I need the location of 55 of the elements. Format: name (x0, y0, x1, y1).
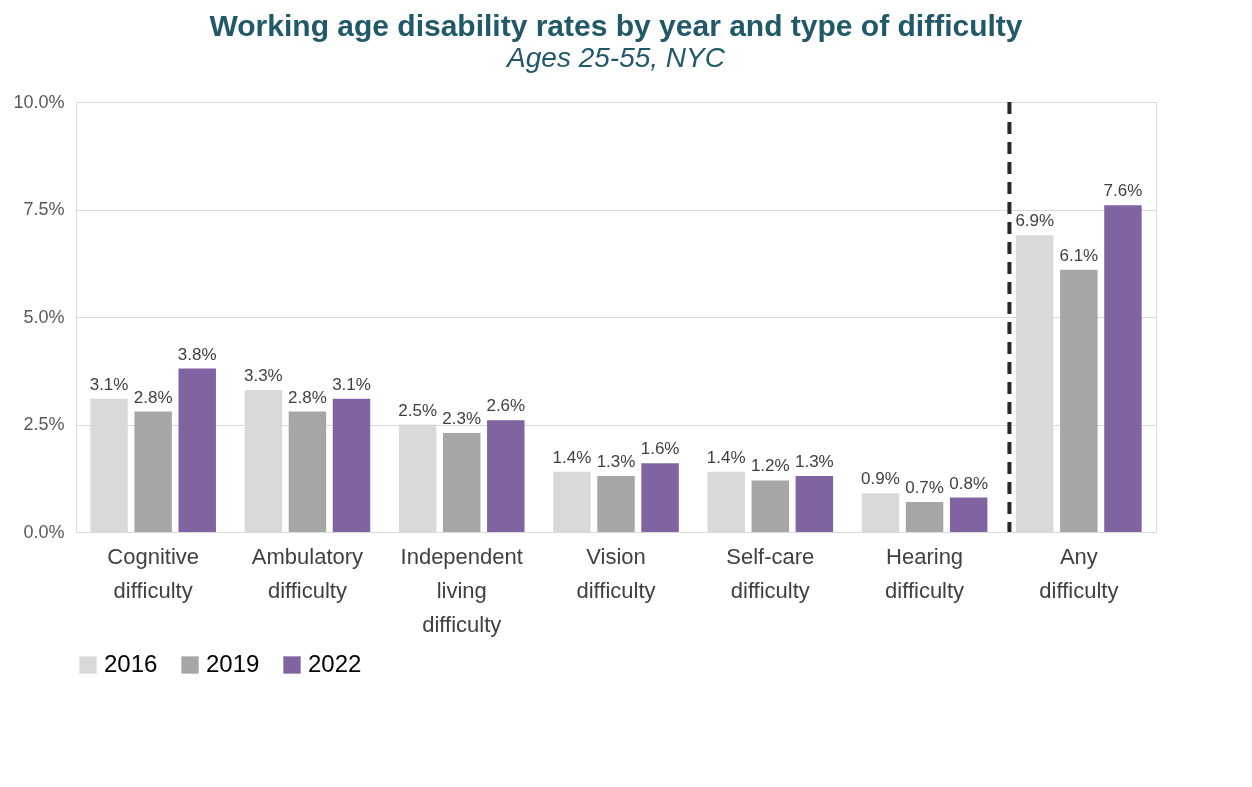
data-label: 1.3% (596, 452, 636, 472)
bar (442, 433, 481, 532)
y-tick-label: 7.5% (23, 199, 65, 219)
x-tick-label: Independent living difficulty (400, 543, 523, 637)
data-label: 7.6% (1103, 181, 1143, 201)
legend-label: 2019 (206, 650, 260, 677)
y-tick-label: 2.5% (23, 414, 65, 434)
y-tick-label: 5.0% (23, 306, 65, 327)
data-label: 1.4% (552, 447, 592, 467)
bar (134, 411, 172, 532)
chart-title: Working age disability rates by year and type of difficulty (209, 9, 1023, 42)
data-label: 2.8% (288, 387, 327, 407)
data-label: 6.9% (1015, 211, 1055, 231)
bar (795, 476, 834, 532)
data-label: 1.4% (706, 447, 746, 467)
legend-label: 2016 (104, 650, 158, 677)
x-tick-label: Self-care difficulty (726, 543, 815, 603)
bar (332, 398, 371, 532)
bar (1060, 269, 1098, 532)
bar (597, 476, 635, 532)
data-label: 1.6% (640, 439, 680, 459)
bar (861, 493, 900, 532)
x-tick-label: Vision difficulty (576, 543, 656, 603)
bar (178, 368, 216, 532)
data-label: 3.1% (89, 374, 129, 394)
bar (641, 463, 679, 532)
data-label: 2.3% (442, 409, 482, 429)
legend-label: 2022 (308, 650, 362, 677)
data-label: 1.2% (750, 456, 790, 476)
x-tick-label: Cognitive difficulty (107, 543, 199, 603)
y-tick-label: 10.0% (13, 91, 65, 112)
data-label: 3.1% (332, 374, 371, 394)
bar (1104, 205, 1142, 532)
x-tick-label: Any difficulty (1039, 543, 1119, 603)
bar (553, 471, 591, 532)
bar (288, 411, 327, 532)
data-label: 6.1% (1059, 245, 1099, 265)
bar (707, 471, 745, 532)
data-label: 0.7% (905, 477, 944, 497)
x-tick-label: Hearing difficulty (885, 543, 965, 603)
data-label: 2.8% (133, 387, 173, 407)
data-label: 1.3% (794, 452, 834, 472)
chart-subtitle: Ages 25-55, NYC (505, 42, 726, 73)
data-label: 0.9% (861, 469, 900, 489)
y-tick-label: 0.0% (23, 521, 65, 542)
data-label: 0.8% (949, 473, 989, 493)
x-tick-label: Ambulatory difficulty (251, 543, 364, 603)
bar (949, 497, 988, 532)
data-label: 3.8% (177, 344, 217, 364)
data-label: 3.3% (243, 366, 283, 386)
bar (751, 480, 790, 532)
bar (905, 501, 944, 532)
data-label: 2.5% (398, 400, 438, 420)
bar (487, 420, 525, 532)
data-label: 2.6% (486, 396, 526, 416)
